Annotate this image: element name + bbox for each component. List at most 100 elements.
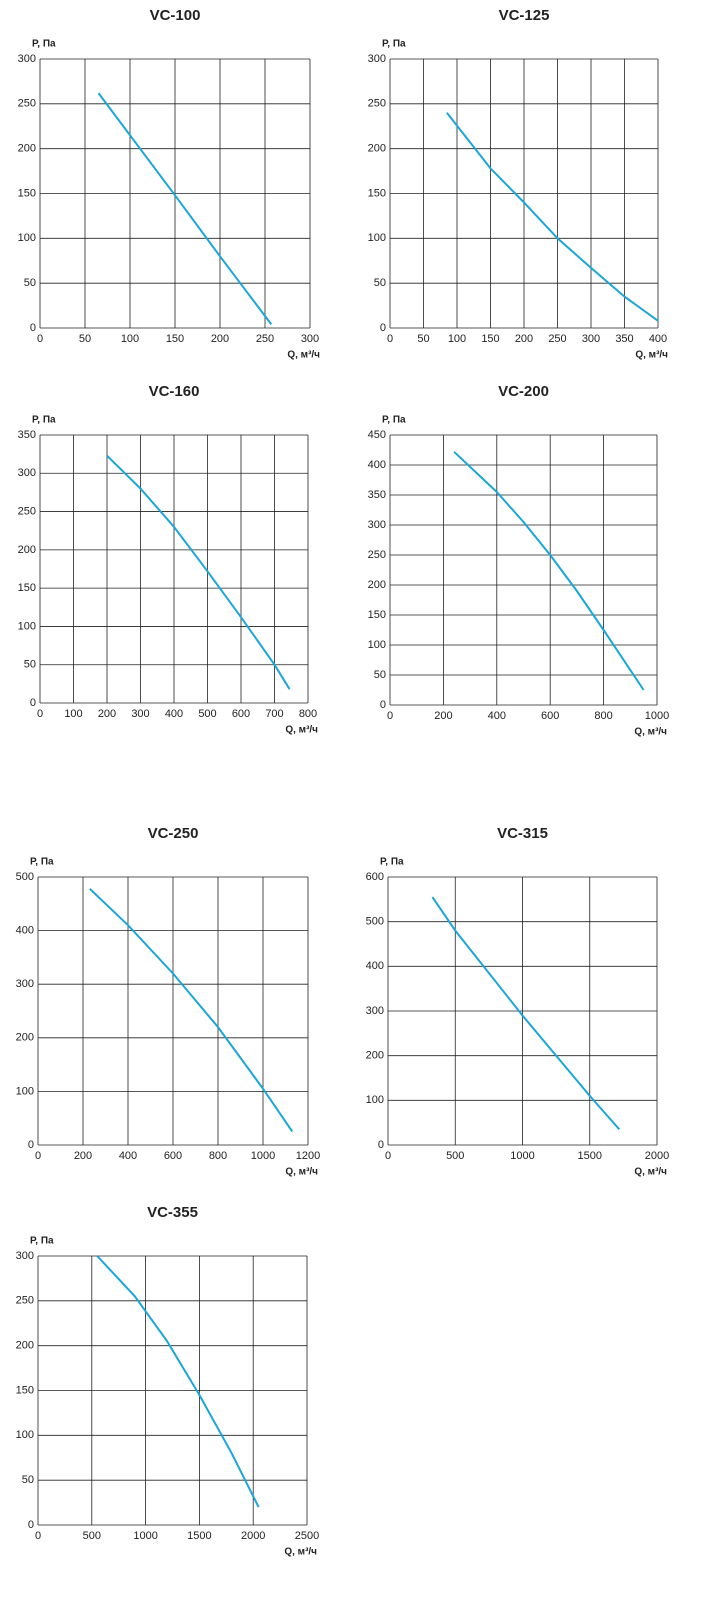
x-tick-label: 800	[594, 710, 612, 722]
y-tick-label: 300	[368, 53, 386, 65]
x-tick-label: 300	[131, 708, 149, 720]
chart: VC-100 Р, Па Q, м³/ч 0 50 100 150 200 250 300 0 50 1…	[18, 7, 321, 361]
x-tick-label: 1000	[133, 1530, 157, 1542]
x-tick-label: 0	[35, 1530, 41, 1542]
x-tick-label: 2000	[645, 1150, 669, 1162]
x-tick-label: 1000	[645, 710, 669, 722]
curve	[446, 112, 659, 322]
x-tick-label: 100	[64, 708, 82, 720]
y-tick-label: 100	[18, 620, 36, 632]
x-tick-label: 300	[582, 333, 600, 345]
y-tick-label: 350	[18, 429, 36, 441]
chart-title: VC-160	[149, 383, 200, 400]
y-axis-label: Р, Па	[382, 415, 406, 426]
x-tick-label: 150	[166, 333, 184, 345]
x-tick-label: 0	[385, 1150, 391, 1162]
chart: VC-160 Р, Па Q, м³/ч 0 50 100 150 200 250 300 350 0…	[18, 383, 319, 736]
x-tick-label: 50	[417, 333, 429, 345]
y-tick-label: 300	[18, 467, 36, 479]
y-tick-label: 300	[366, 1005, 384, 1017]
y-tick-label: 250	[18, 505, 36, 517]
x-axis-label: Q, м³/ч	[634, 1167, 667, 1178]
y-tick-label: 0	[28, 1519, 34, 1531]
x-tick-label: 1500	[578, 1150, 602, 1162]
x-tick-label: 400	[649, 333, 667, 345]
x-axis-label: Q, м³/ч	[284, 1547, 317, 1558]
x-tick-label: 2500	[295, 1530, 319, 1542]
x-tick-label: 600	[541, 710, 559, 722]
y-tick-label: 400	[16, 925, 34, 937]
y-tick-label: 350	[368, 489, 386, 501]
y-tick-label: 150	[18, 187, 36, 199]
y-tick-label: 400	[368, 459, 386, 471]
y-tick-label: 50	[24, 277, 36, 289]
x-tick-label: 500	[198, 708, 216, 720]
curve	[89, 888, 294, 1133]
x-tick-label: 400	[488, 710, 506, 722]
y-axis-label: Р, Па	[30, 1236, 54, 1247]
y-tick-label: 0	[28, 1139, 34, 1151]
y-tick-label: 250	[16, 1295, 34, 1307]
y-tick-label: 300	[18, 53, 36, 65]
y-axis-label: Р, Па	[380, 857, 404, 868]
x-axis-label: Q, м³/ч	[635, 350, 668, 361]
curve	[106, 454, 291, 690]
x-tick-label: 800	[299, 708, 317, 720]
y-tick-label: 0	[380, 322, 386, 334]
x-tick-label: 2000	[241, 1530, 265, 1542]
y-tick-label: 250	[368, 549, 386, 561]
x-tick-label: 200	[98, 708, 116, 720]
x-tick-label: 0	[37, 708, 43, 720]
y-axis-label: Р, Па	[32, 415, 56, 426]
x-tick-label: 1500	[187, 1530, 211, 1542]
chart-title: VC-125	[499, 7, 550, 24]
curve	[97, 92, 273, 326]
y-tick-label: 100	[368, 639, 386, 651]
x-axis-label: Q, м³/ч	[285, 725, 318, 736]
y-tick-label: 500	[366, 916, 384, 928]
x-tick-label: 0	[387, 710, 393, 722]
chart: VC-315 Р, Па Q, м³/ч 0 100 200 300 400 500 600 0 50…	[366, 825, 670, 1178]
y-tick-label: 150	[18, 582, 36, 594]
y-tick-label: 0	[30, 697, 36, 709]
x-tick-label: 700	[265, 708, 283, 720]
x-tick-label: 0	[37, 333, 43, 345]
y-tick-label: 150	[368, 609, 386, 621]
y-tick-label: 600	[366, 871, 384, 883]
y-tick-label: 50	[24, 659, 36, 671]
chart: VC-250 Р, Па Q, м³/ч 0 100 200 300 400 500 0 200 40…	[16, 825, 321, 1178]
y-tick-label: 150	[368, 187, 386, 199]
y-tick-label: 200	[18, 143, 36, 155]
y-tick-label: 50	[22, 1474, 34, 1486]
y-axis-label: Р, Па	[382, 39, 406, 50]
y-tick-label: 200	[18, 544, 36, 556]
x-tick-label: 400	[165, 708, 183, 720]
y-tick-label: 0	[380, 699, 386, 711]
x-tick-label: 0	[35, 1150, 41, 1162]
y-tick-label: 300	[16, 978, 34, 990]
x-tick-label: 600	[164, 1150, 182, 1162]
x-tick-label: 200	[515, 333, 533, 345]
y-tick-label: 300	[368, 519, 386, 531]
curve	[96, 1255, 260, 1508]
x-tick-label: 500	[446, 1150, 464, 1162]
y-tick-label: 200	[366, 1050, 384, 1062]
x-tick-label: 200	[211, 333, 229, 345]
y-tick-label: 100	[366, 1094, 384, 1106]
y-tick-label: 200	[16, 1340, 34, 1352]
y-tick-label: 100	[18, 232, 36, 244]
chart-title: VC-100	[150, 7, 201, 24]
x-axis-label: Q, м³/ч	[285, 1167, 318, 1178]
chart: VC-355 Р, Па Q, м³/ч 0 50 100 150 200 250 300 0 500…	[16, 1204, 320, 1558]
x-tick-label: 1000	[251, 1150, 275, 1162]
x-tick-label: 250	[256, 333, 274, 345]
y-tick-label: 450	[368, 429, 386, 441]
x-tick-label: 200	[434, 710, 452, 722]
x-tick-label: 0	[387, 333, 393, 345]
x-tick-label: 800	[209, 1150, 227, 1162]
x-tick-label: 100	[448, 333, 466, 345]
y-tick-label: 100	[16, 1429, 34, 1441]
x-tick-label: 350	[615, 333, 633, 345]
chart: VC-200 Р, Па Q, м³/ч 0 50 100 150 200 250 300 350 4…	[368, 383, 670, 738]
y-tick-label: 400	[366, 960, 384, 972]
